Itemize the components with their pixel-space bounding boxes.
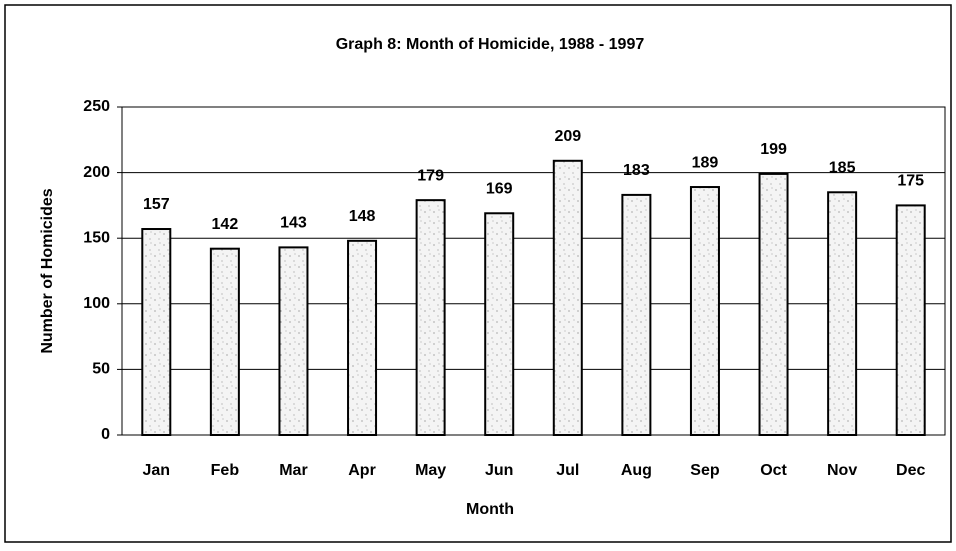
data-label: 148 [349,208,376,225]
bar [689,186,720,436]
x-tick-label: Jul [556,462,579,479]
x-tick-label: Nov [827,462,857,479]
bar [621,193,652,436]
data-label: 189 [692,154,719,171]
x-tick-label: Apr [348,462,376,479]
x-tick-label: Sep [690,462,720,479]
x-tick-label: Mar [279,462,307,479]
y-tick-label: 0 [101,426,110,443]
data-label: 179 [417,167,444,184]
bar [141,228,172,436]
data-label: 199 [760,141,787,158]
x-tick-label: Feb [211,462,240,479]
bar [552,159,583,437]
bar [484,212,515,436]
data-label: 183 [623,162,650,179]
bar [758,172,789,437]
chart-title: Graph 8: Month of Homicide, 1988 - 1997 [336,36,645,53]
bar [895,204,926,436]
data-label: 143 [280,215,307,232]
y-tick-label: 50 [92,361,110,378]
bar [827,191,858,436]
bar [347,239,378,436]
bar [278,246,309,436]
y-tick-label: 250 [83,98,110,115]
x-axis-label: Month [466,501,514,518]
x-tick-label: Jun [485,462,513,479]
y-tick-label: 150 [83,229,110,246]
x-tick-label: May [415,462,446,479]
y-tick-label: 100 [83,295,110,312]
data-label: 175 [897,173,924,190]
y-tick-label: 200 [83,164,110,181]
plot-area [121,106,946,436]
data-label: 157 [143,196,170,213]
bar [415,199,446,436]
data-label: 209 [554,128,581,145]
data-label: 185 [829,159,856,176]
y-axis-label: Number of Homicides [39,188,56,353]
x-tick-label: Jan [143,462,171,479]
bar [209,247,240,436]
x-tick-label: Aug [621,462,652,479]
x-tick-label: Oct [760,462,787,479]
data-label: 169 [486,180,513,197]
x-tick-label: Dec [896,462,925,479]
data-label: 142 [212,216,239,233]
